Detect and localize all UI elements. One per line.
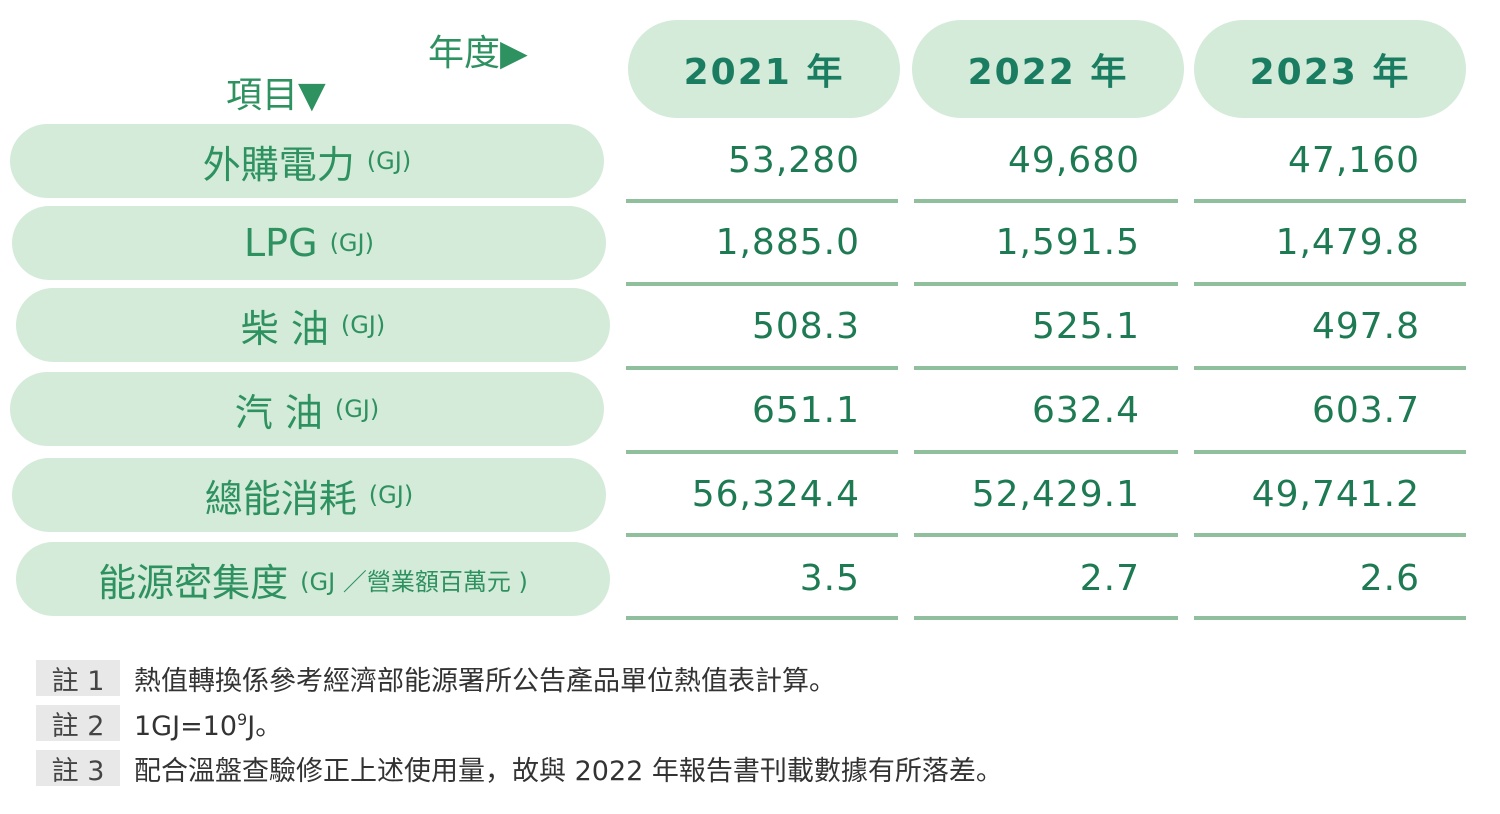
footnote-text-prefix: 1GJ=10 bbox=[134, 710, 238, 742]
value-cell: 53,280 bbox=[728, 140, 860, 181]
value-cell: 497.8 bbox=[1311, 306, 1420, 347]
row-label-purchased-electricity: 外購電力 (GJ) bbox=[10, 124, 604, 198]
value-cell: 52,429.1 bbox=[971, 474, 1140, 515]
footnote-3: 註 3 配合溫盤查驗修正上述使用量，故與 2022 年報告書刊載數據有所落差。 bbox=[36, 750, 1003, 787]
footnote-tag: 註 2 bbox=[36, 705, 120, 742]
value-cell: 603.7 bbox=[1311, 390, 1420, 431]
row-unit: (GJ) bbox=[329, 229, 374, 257]
value-cell: 49,741.2 bbox=[1251, 474, 1420, 515]
row-unit: (GJ) bbox=[368, 481, 414, 509]
value-cell: 508.3 bbox=[751, 306, 860, 347]
value-cell: 56,324.4 bbox=[691, 474, 860, 515]
year-header-2021: 2021 年 bbox=[628, 20, 900, 118]
row-divider bbox=[1194, 366, 1466, 370]
footnote-text: 配合溫盤查驗修正上述使用量，故與 2022 年報告書刊載數據有所落差。 bbox=[134, 755, 1003, 787]
value-cell: 1,479.8 bbox=[1275, 222, 1420, 263]
footnotes: 註 1 熱值轉換係參考經濟部能源署所公告產品單位熱值表計算。 註 2 1GJ=1… bbox=[36, 660, 1003, 795]
row-label-text: 能源密集度 bbox=[98, 560, 289, 605]
year-axis-label: 年度▶ bbox=[428, 33, 528, 74]
value-cell: 525.1 bbox=[1031, 306, 1140, 347]
row-divider bbox=[1194, 616, 1466, 620]
row-label-total-energy: 總能消耗 (GJ) bbox=[12, 458, 606, 532]
footnote-text: 1GJ=109J。 bbox=[134, 704, 282, 743]
value-cell: 2.6 bbox=[1359, 558, 1420, 599]
row-divider bbox=[914, 450, 1178, 454]
row-label-text: 汽 油 bbox=[234, 390, 323, 435]
row-unit: (GJ) bbox=[334, 395, 380, 423]
row-label-diesel: 柴 油 (GJ) bbox=[16, 288, 610, 362]
row-divider bbox=[1194, 533, 1466, 537]
row-divider bbox=[1194, 450, 1466, 454]
footnote-text-suffix: J。 bbox=[247, 710, 283, 742]
row-label-gasoline: 汽 油 (GJ) bbox=[10, 372, 604, 446]
row-divider bbox=[626, 199, 898, 203]
row-divider bbox=[914, 616, 1178, 620]
value-cell: 49,680 bbox=[1008, 140, 1140, 181]
footnote-1: 註 1 熱值轉換係參考經濟部能源署所公告產品單位熱值表計算。 bbox=[36, 660, 1003, 697]
row-label-text: 外購電力 bbox=[202, 142, 355, 187]
row-unit: (GJ) bbox=[366, 147, 412, 175]
row-divider bbox=[914, 199, 1178, 203]
year-header-2023: 2023 年 bbox=[1194, 20, 1466, 118]
year-header-2022: 2022 年 bbox=[912, 20, 1184, 118]
footnote-tag: 註 3 bbox=[36, 750, 120, 787]
value-cell: 632.4 bbox=[1031, 390, 1140, 431]
row-divider bbox=[1194, 282, 1466, 286]
row-label-text: 總能消耗 bbox=[204, 476, 357, 521]
footnote-tag: 註 1 bbox=[36, 660, 120, 697]
value-cell: 651.1 bbox=[751, 390, 860, 431]
row-divider bbox=[626, 533, 898, 537]
row-unit: (GJ ／營業額百萬元 ) bbox=[300, 567, 528, 596]
item-axis-label: 項目▼ bbox=[226, 75, 326, 116]
row-unit: (GJ) bbox=[340, 311, 386, 339]
value-cell: 1,591.5 bbox=[995, 222, 1140, 263]
row-label-energy-intensity: 能源密集度 (GJ ／營業額百萬元 ) bbox=[16, 542, 610, 616]
footnote-2: 註 2 1GJ=109J。 bbox=[36, 704, 1003, 743]
row-divider bbox=[626, 616, 898, 620]
row-divider bbox=[914, 282, 1178, 286]
row-label-text: 柴 油 bbox=[240, 306, 329, 351]
row-label-text: LPG bbox=[244, 221, 318, 265]
value-cell: 47,160 bbox=[1288, 140, 1420, 181]
value-cell: 1,885.0 bbox=[715, 222, 860, 263]
value-cell: 3.5 bbox=[799, 558, 860, 599]
row-divider bbox=[626, 282, 898, 286]
row-divider bbox=[914, 533, 1178, 537]
row-divider bbox=[1194, 199, 1466, 203]
row-divider bbox=[914, 366, 1178, 370]
row-divider bbox=[626, 450, 898, 454]
value-cell: 2.7 bbox=[1079, 558, 1140, 599]
footnote-superscript: 9 bbox=[237, 709, 248, 729]
row-divider bbox=[626, 366, 898, 370]
row-label-lpg: LPG (GJ) bbox=[12, 206, 606, 280]
footnote-text: 熱值轉換係參考經濟部能源署所公告產品單位熱值表計算。 bbox=[134, 665, 836, 697]
